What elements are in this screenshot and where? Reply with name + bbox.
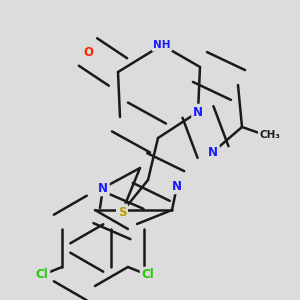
Text: S: S: [118, 206, 126, 218]
Text: N: N: [172, 179, 182, 193]
Text: N: N: [98, 182, 108, 194]
Text: O: O: [83, 46, 93, 59]
Text: Cl: Cl: [36, 268, 49, 281]
Text: NH: NH: [153, 40, 171, 50]
Text: N: N: [208, 146, 218, 158]
Text: N: N: [193, 106, 203, 118]
Text: CH₃: CH₃: [260, 130, 280, 140]
Text: Cl: Cl: [142, 268, 154, 281]
